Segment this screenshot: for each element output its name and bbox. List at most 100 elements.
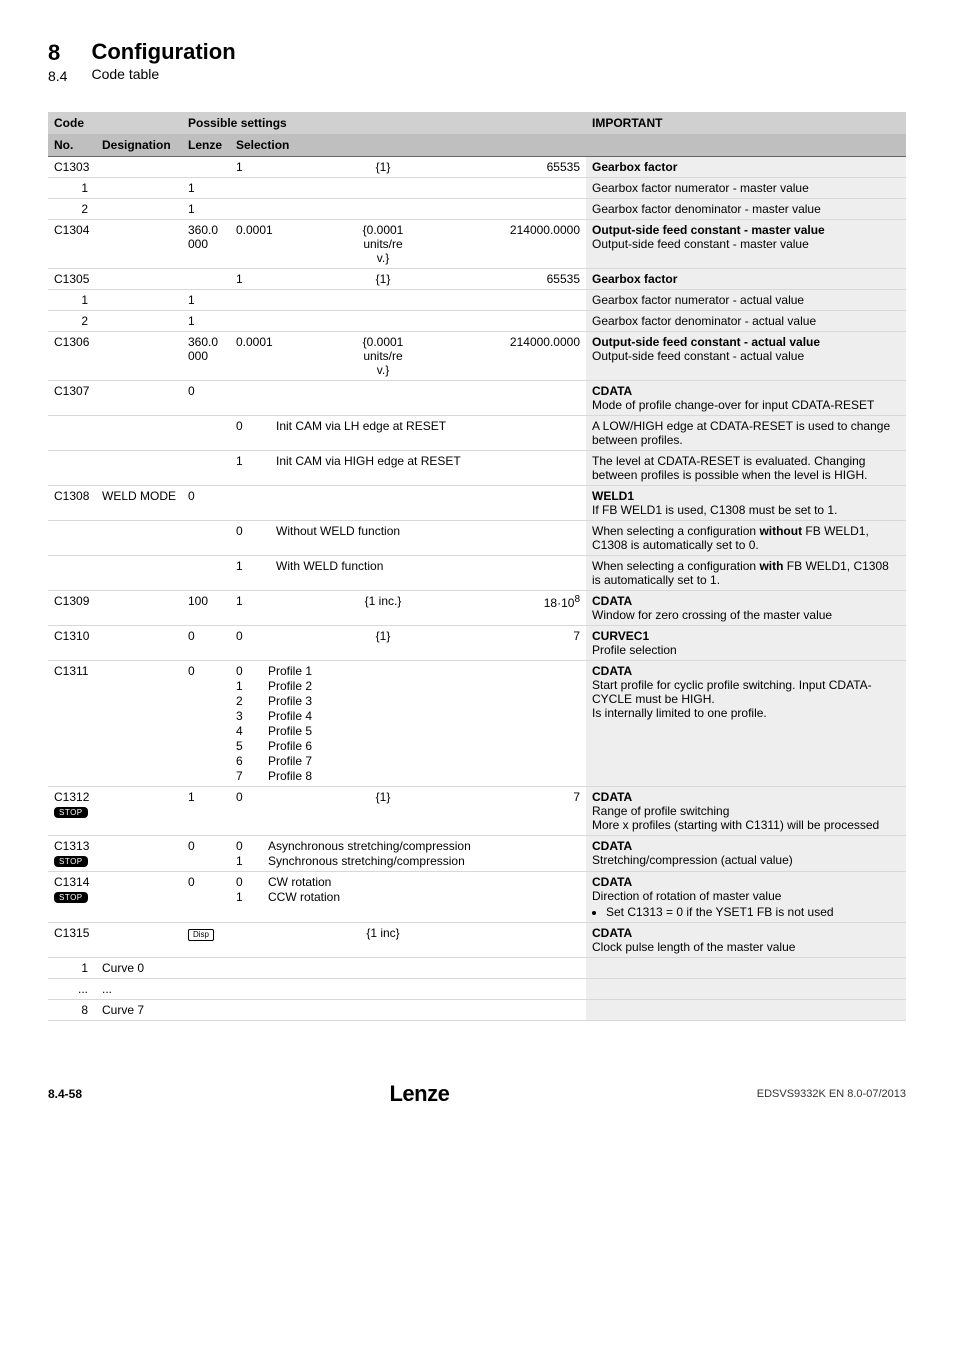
cell-no	[48, 416, 96, 451]
cell-important: Output-side feed constant - master value…	[586, 220, 906, 269]
cell-designation	[96, 381, 182, 416]
page-header: 8 8.4 Configuration Code table	[48, 40, 906, 84]
table-row: C1313STOP00Asynchronous stretching/compr…	[48, 836, 906, 872]
cell-no: C1314STOP	[48, 872, 96, 923]
table-row: 2 1 Gearbox factor denominator - master va…	[48, 199, 906, 220]
table-row: ......	[48, 979, 906, 1000]
cell-important: CDATAWindow for zero crossing of the mas…	[586, 591, 906, 626]
cell-no: C1312STOP	[48, 787, 96, 836]
cell-selection: 0.0001{0.0001units/rev.}214000.0000	[230, 220, 586, 269]
cell-important: When selecting a configuration with FB W…	[586, 556, 906, 591]
cell-important: Gearbox factor numerator - master value	[586, 178, 906, 199]
cell-lenze	[182, 521, 230, 556]
table-row: C1314STOP00CW rotation1CCW rotationCDATA…	[48, 872, 906, 923]
cell-designation: WELD MODE	[96, 486, 182, 521]
cell-no: C1313STOP	[48, 836, 96, 872]
cell-designation	[96, 290, 182, 311]
table-row: 1Init CAM via HIGH edge at RESETThe leve…	[48, 451, 906, 486]
cell-lenze	[182, 157, 230, 178]
cell-selection	[230, 381, 586, 416]
table-row: C13051{1}65535Gearbox factor	[48, 269, 906, 290]
cell-no	[48, 451, 96, 486]
cell-selection	[230, 979, 586, 1000]
cell-designation	[96, 269, 182, 290]
cell-selection: 1{1}65535	[230, 269, 586, 290]
cell-lenze: 0	[182, 486, 230, 521]
cell-designation: Curve 7	[96, 1000, 182, 1021]
th-lenze: Lenze	[182, 134, 230, 157]
cell-no: 8	[48, 1000, 96, 1021]
cell-important	[586, 958, 906, 979]
chapter-nums: 8 8.4	[48, 40, 67, 84]
cell-important: A LOW/HIGH edge at CDATA-RESET is used t…	[586, 416, 906, 451]
cell-important: Gearbox factor	[586, 157, 906, 178]
disp-icon: Disp	[188, 929, 214, 941]
cell-selection: 0{1}7	[230, 787, 586, 836]
cell-no	[48, 521, 96, 556]
cell-important	[586, 979, 906, 1000]
footer-logo: Lenze	[389, 1081, 449, 1107]
cell-important: Gearbox factor denominator - master valu…	[586, 199, 906, 220]
table-row: 0Init CAM via LH edge at RESETA LOW/HIGH…	[48, 416, 906, 451]
cell-lenze	[182, 979, 230, 1000]
table-body: C13031{1}65535Gearbox factor11Gearbox fa…	[48, 157, 906, 1021]
stop-icon: STOP	[54, 807, 88, 818]
table-row: C13031{1}65535Gearbox factor	[48, 157, 906, 178]
table-row: C13070CDATAMode of profile change-over f…	[48, 381, 906, 416]
cell-designation	[96, 332, 182, 381]
cell-important: CDATAMode of profile change-over for inp…	[586, 381, 906, 416]
cell-designation	[96, 787, 182, 836]
page-footer: 8.4-58 Lenze EDSVS9332K EN 8.0-07/2013	[48, 1081, 906, 1107]
cell-designation	[96, 661, 182, 787]
cell-selection	[230, 199, 586, 220]
cell-designation	[96, 311, 182, 332]
table-row: C131000{1}7CURVEC1Profile selection	[48, 626, 906, 661]
cell-no: 2	[48, 311, 96, 332]
cell-important: The level at CDATA-RESET is evaluated. C…	[586, 451, 906, 486]
cell-no: C1308	[48, 486, 96, 521]
cell-no	[48, 556, 96, 591]
cell-lenze: 1	[182, 199, 230, 220]
table-row: C1306360.00000.0001{0.0001units/rev.}214…	[48, 332, 906, 381]
table-row: C1309 1001{1 inc.}18·108CDATAWindow for z…	[48, 591, 906, 626]
cell-lenze	[182, 556, 230, 591]
cell-selection: 0{1}7	[230, 626, 586, 661]
cell-designation	[96, 178, 182, 199]
cell-lenze: 360.0000	[182, 220, 230, 269]
cell-selection: 1{1 inc.}18·108	[230, 591, 586, 626]
cell-lenze: Disp	[182, 923, 230, 958]
stop-icon: STOP	[54, 892, 88, 903]
th-selection: Selection	[230, 134, 586, 157]
cell-designation: Curve 0	[96, 958, 182, 979]
cell-selection	[230, 1000, 586, 1021]
cell-important: CDATADirection of rotation of master val…	[586, 872, 906, 923]
cell-no: C1309	[48, 591, 96, 626]
th-no: No.	[48, 134, 96, 157]
table-row: 0Without WELD functionWhen selecting a c…	[48, 521, 906, 556]
table-row: C1304360.00000.0001{0.0001units/rev.}214…	[48, 220, 906, 269]
cell-no: 2	[48, 199, 96, 220]
cell-selection	[230, 958, 586, 979]
table-row: 11Gearbox factor numerator - actual valu…	[48, 290, 906, 311]
cell-important: Gearbox factor numerator - actual value	[586, 290, 906, 311]
cell-lenze	[182, 416, 230, 451]
cell-important: CURVEC1Profile selection	[586, 626, 906, 661]
cell-no: C1311	[48, 661, 96, 787]
cell-lenze	[182, 451, 230, 486]
cell-lenze: 1	[182, 178, 230, 199]
cell-selection: {1 inc}	[230, 923, 586, 958]
cell-no: C1306	[48, 332, 96, 381]
cell-designation: ...	[96, 979, 182, 1000]
cell-lenze	[182, 1000, 230, 1021]
cell-selection	[230, 311, 586, 332]
cell-selection: 0.0001{0.0001units/rev.}214000.0000	[230, 332, 586, 381]
cell-important: WELD1If FB WELD1 is used, C1308 must be …	[586, 486, 906, 521]
th-important: IMPORTANT	[586, 112, 906, 134]
cell-no: C1307	[48, 381, 96, 416]
cell-lenze: 100	[182, 591, 230, 626]
cell-no: C1310	[48, 626, 96, 661]
cell-designation	[96, 923, 182, 958]
title-block: Configuration Code table	[91, 40, 235, 82]
cell-no: C1303	[48, 157, 96, 178]
cell-lenze	[182, 269, 230, 290]
